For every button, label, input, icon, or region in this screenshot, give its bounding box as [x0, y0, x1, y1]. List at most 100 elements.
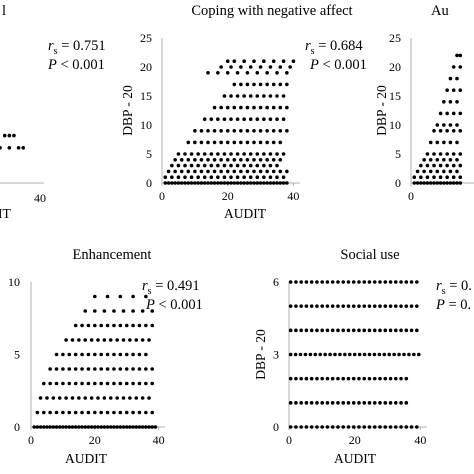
data-point [399, 401, 403, 405]
data-point [206, 71, 210, 75]
panel-title: Social use [340, 247, 399, 263]
data-point [294, 376, 298, 381]
data-point [166, 169, 171, 174]
data-point [196, 175, 200, 179]
data-point [73, 367, 78, 371]
data-point [399, 280, 403, 284]
data-point [102, 338, 107, 342]
data-point [105, 352, 110, 357]
data-point [99, 381, 103, 386]
data-point [448, 76, 453, 81]
data-point [451, 175, 456, 179]
data-point [404, 328, 409, 333]
data-point [442, 100, 446, 104]
data-point [57, 396, 62, 400]
data-point [80, 410, 84, 415]
data-point [438, 175, 443, 179]
data-point [137, 381, 142, 386]
data-point [402, 352, 406, 357]
data-point [275, 181, 279, 185]
data-point [216, 163, 220, 168]
data-point [265, 82, 269, 87]
data-point [399, 304, 403, 308]
data-point [304, 425, 309, 429]
data-point [318, 352, 323, 357]
data-point [80, 352, 84, 357]
data-point [118, 367, 123, 371]
y-tick-label: 15 [389, 89, 401, 103]
data-point [245, 181, 250, 185]
data-point [393, 328, 398, 333]
data-point [196, 181, 200, 185]
data-point [455, 123, 459, 127]
data-point [189, 163, 194, 168]
panel-partial-left: l rs = 0.751 P < 0.001 40 IT [0, 3, 106, 221]
data-point [86, 410, 91, 415]
data-point [378, 425, 382, 429]
data-point [41, 410, 46, 415]
data-point [393, 425, 398, 429]
data-point [315, 328, 319, 333]
data-point [212, 105, 217, 110]
data-point [206, 181, 210, 185]
data-point [294, 304, 298, 308]
data-point [288, 280, 293, 284]
data-point [166, 181, 171, 185]
data-point [399, 425, 403, 429]
data-point [409, 425, 414, 429]
data-point [131, 352, 135, 357]
data-point [262, 152, 266, 156]
data-point [313, 352, 318, 357]
data-point [393, 401, 398, 405]
data-point [309, 328, 314, 333]
data-point [258, 105, 263, 110]
stat-r: rs = 0.491 [142, 278, 200, 297]
data-point [357, 328, 361, 333]
data-point [346, 328, 351, 333]
data-point [179, 158, 184, 162]
data-point [219, 158, 223, 162]
y-axis-label: DBP - 20 [374, 85, 389, 136]
data-point [239, 140, 243, 145]
data-point [242, 163, 246, 168]
data-point [255, 71, 260, 75]
data-point [315, 280, 319, 284]
x-axis-label: AUDIT [65, 451, 108, 466]
data-point [281, 152, 286, 156]
data-point [202, 175, 207, 179]
data-point [105, 425, 110, 429]
data-point [219, 105, 223, 110]
data-point [239, 105, 243, 110]
data-point [93, 309, 97, 313]
data-point [222, 181, 227, 185]
data-point [144, 410, 148, 415]
data-point [294, 401, 298, 405]
data-point [140, 425, 145, 429]
data-point [245, 105, 250, 110]
data-point [268, 163, 273, 168]
y-tick-label: 10 [140, 118, 152, 132]
data-point [183, 152, 187, 156]
data-point [445, 111, 449, 116]
data-point [99, 425, 103, 429]
data-point [320, 304, 324, 308]
data-point [347, 352, 352, 357]
x-tick-label: 40 [414, 433, 426, 447]
panel-social-use: Social use rs = 0. P = 0. AUDIT 0 20 40 0 3 6… [253, 247, 472, 466]
data-point [346, 425, 351, 429]
data-point [262, 94, 266, 98]
data-point [442, 169, 446, 174]
data-point [299, 376, 303, 381]
data-point [448, 181, 453, 185]
data-point [258, 140, 263, 145]
data-point [362, 352, 367, 357]
data-point [288, 304, 293, 308]
data-point [176, 181, 181, 185]
data-point [144, 323, 148, 328]
data-point [325, 328, 330, 333]
data-point [216, 117, 220, 121]
data-point [252, 181, 256, 185]
data-point [265, 169, 269, 174]
data-point [438, 152, 443, 156]
data-point [131, 381, 135, 386]
